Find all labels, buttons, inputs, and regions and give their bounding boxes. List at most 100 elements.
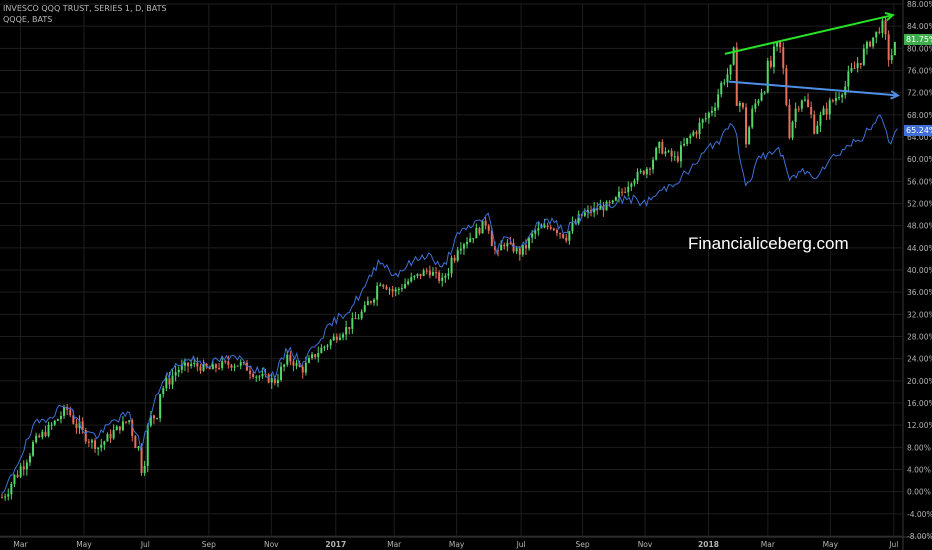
candle-body [379, 284, 382, 286]
candle-body [710, 110, 713, 113]
candle-body [469, 238, 472, 242]
candle-body [32, 442, 35, 456]
candle-body [53, 420, 56, 425]
candle-body [168, 378, 171, 385]
candle-body [115, 426, 118, 431]
candle-body [357, 318, 360, 320]
candle-body [177, 369, 180, 373]
candle-body [165, 378, 168, 389]
candle-body [97, 447, 100, 449]
candle-body [311, 354, 314, 359]
candle-body [586, 210, 589, 213]
y-tick-label: 80.00% [907, 44, 932, 53]
candle-body [335, 336, 338, 340]
candle-body [698, 122, 701, 135]
candle-body [140, 446, 143, 474]
candle-body [878, 31, 881, 33]
candle-body [571, 222, 574, 232]
candle-body [171, 375, 174, 385]
candle-body [447, 273, 450, 276]
candle-body [462, 244, 465, 249]
candle-body [13, 474, 16, 484]
candle-body [134, 436, 137, 449]
candle-body [283, 364, 286, 367]
candle-body [537, 228, 540, 231]
candle-body [459, 248, 462, 251]
candle-body [645, 168, 648, 175]
candle-body [50, 424, 53, 426]
candle-body [552, 228, 555, 231]
y-tick-label: 28.00% [907, 333, 932, 342]
candle-body [28, 455, 31, 463]
candle-body [562, 234, 565, 238]
candle-body [884, 20, 887, 35]
candle-body [431, 272, 434, 276]
candle-body [47, 424, 50, 436]
candle-body [772, 46, 775, 67]
candle-body [655, 148, 658, 160]
candle-body [187, 362, 190, 367]
candle-body [16, 474, 19, 477]
candle-body [87, 441, 90, 443]
candle-body [75, 423, 78, 429]
legend-compare-series[interactable]: QQQE, BATS [3, 15, 53, 24]
y-axis[interactable]: 88.00% 84.00% 80.00% 76.00% 72.00% 68.00% 64.0… [907, 0, 932, 541]
candle-body [391, 289, 394, 292]
candle-body [872, 37, 875, 47]
candle-body [614, 197, 617, 201]
legend-main-series[interactable]: INVESCO QQQ TRUST, SERIES 1, D, BATS [3, 4, 167, 13]
y-tick-label: 52.00% [907, 200, 932, 209]
candle-body [373, 299, 376, 303]
y-tick-label: 60.00% [907, 155, 932, 164]
candle-body [748, 127, 751, 145]
candle-body [751, 108, 754, 128]
candle-body [162, 388, 165, 394]
candle-body [732, 47, 735, 65]
compare-line [1, 114, 898, 494]
candle-body [596, 208, 599, 210]
candle-body [441, 277, 444, 281]
candles-series [1, 16, 896, 501]
candle-body [549, 227, 552, 229]
candle-body [292, 361, 295, 366]
candle-body [577, 214, 580, 224]
candle-body [44, 431, 47, 436]
trend-lines[interactable] [724, 11, 900, 100]
candle-body [227, 361, 230, 365]
y-tick-label: 84.00% [907, 22, 932, 31]
candle-body [493, 246, 496, 250]
candle-body [121, 421, 124, 431]
trend-arrowhead [884, 11, 895, 22]
candle-body [428, 270, 431, 276]
candle-body [239, 362, 242, 366]
candle-body [10, 483, 13, 495]
candle-body [230, 364, 233, 368]
y-tick-label: 88.00% [907, 0, 932, 9]
candle-body [893, 42, 896, 56]
candle-body [22, 466, 25, 470]
y-tick-label: 68.00% [907, 111, 932, 120]
candle-body [143, 465, 146, 474]
candle-body [156, 418, 159, 420]
candle-body [782, 47, 785, 69]
candle-body [332, 336, 335, 341]
candle-body [317, 353, 320, 358]
candle-body [664, 151, 667, 154]
candle-body [624, 191, 627, 193]
candle-body [413, 275, 416, 278]
x-tick-label: May [76, 540, 92, 549]
x-axis[interactable]: Mar May Jul Sep Nov 2017 Mar May Jul Sep Nov 2018 Ma… [13, 540, 898, 549]
candle-body [196, 363, 199, 367]
y-tick-label: 36.00% [907, 288, 932, 297]
candle-body [794, 108, 797, 122]
candle-body [404, 284, 407, 289]
candle-body [543, 225, 546, 228]
candle-body [720, 82, 723, 95]
candle-body [611, 200, 614, 203]
candle-body [555, 230, 558, 234]
candle-body [760, 92, 763, 101]
candle-body [1, 497, 4, 499]
y-tick-label: 56.00% [907, 177, 932, 186]
candle-body [810, 106, 813, 115]
